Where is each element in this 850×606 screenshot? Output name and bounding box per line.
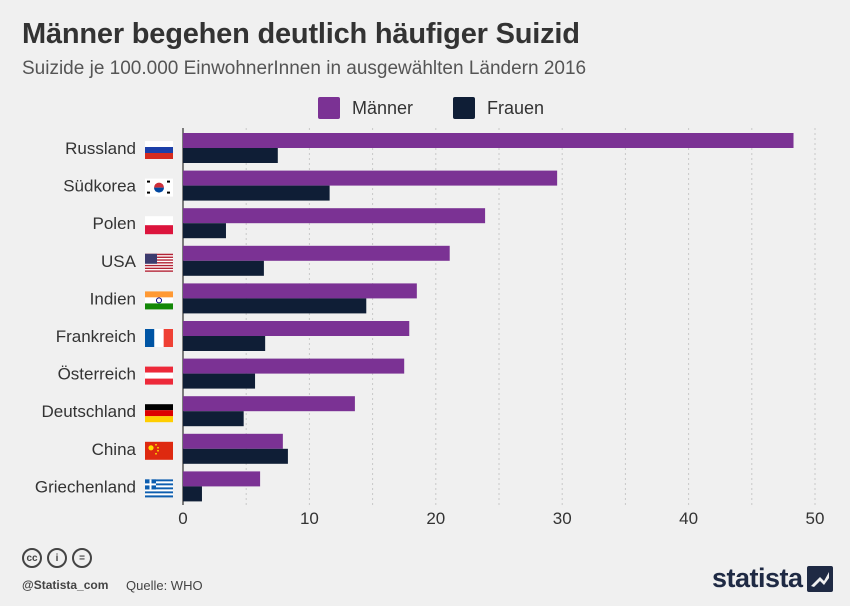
statista-mark-icon [806,565,833,592]
bar-frauen[interactable] [183,148,278,163]
category-label: Frankreich [56,327,136,346]
bar-maenner[interactable] [183,133,794,148]
bar-maenner[interactable] [183,433,283,449]
x-tick-label: 0 [178,509,187,528]
category-label: Polen [93,214,136,233]
statista-logo[interactable]: statista [712,563,833,594]
brand-text: statista [712,563,803,593]
category-label: Indien [90,289,136,308]
bar-maenner[interactable] [183,471,261,487]
flag-china-icon [145,441,173,460]
bar-frauen[interactable] [183,411,244,427]
legend-swatch-maenner [318,97,340,119]
bar-frauen[interactable] [183,298,367,314]
category-label: Österreich [58,365,136,384]
bar-frauen[interactable] [183,260,264,276]
chart-subtitle: Suizide je 100.000 EinwohnerInnen in aus… [22,58,587,79]
by-icon: i [47,548,67,568]
license-icons: cc i = [22,548,97,568]
category-label: USA [101,252,137,271]
x-tick-label: 40 [679,509,698,528]
category-label: Südkorea [63,177,136,196]
bar-frauen[interactable] [183,223,226,239]
cc-icon: cc [22,548,42,568]
legend-swatch-frauen [453,97,476,119]
x-tick-label: 10 [300,509,319,528]
flag-france-icon [145,329,173,347]
legend-item-maenner: Männer [318,97,413,119]
bar-maenner[interactable] [183,170,558,186]
x-tick-label: 30 [553,509,572,528]
x-tick-label: 20 [426,509,445,528]
bar-maenner[interactable] [183,358,405,374]
flag-india-icon [145,291,173,310]
legend-label-maenner: Männer [352,97,414,118]
x-tick-label: 50 [806,509,825,528]
bar-maenner[interactable] [183,245,450,261]
bar-maenner[interactable] [183,208,486,224]
legend: Männer Frauen [318,96,584,120]
flag-russia-icon [145,141,173,159]
bar-frauen[interactable] [183,486,202,502]
bar-maenner[interactable] [183,396,355,412]
bar-maenner[interactable] [183,321,410,336]
legend-label-frauen: Frauen [487,97,545,118]
category-label: China [92,440,137,459]
category-label: Deutschland [41,402,136,421]
statista-handle[interactable]: @Statista_com [22,578,109,592]
category-label: Griechenland [35,477,136,496]
bar-frauen[interactable] [183,448,288,464]
flag-greece-icon [145,479,173,498]
flag-austria-icon [145,366,173,385]
flag-usa-icon [145,253,173,272]
bar-frauen[interactable] [183,185,330,201]
flag-poland-icon [145,216,173,235]
chart-title: Männer begehen deutlich häufiger Suizid [22,18,580,50]
flag-south-korea-icon [145,178,173,197]
legend-item-frauen: Frauen [453,97,544,119]
flag-germany-icon [145,404,173,423]
bar-chart: 0 10 20 30 40 50 Russland Südkorea Polen USA Indie… [35,128,825,528]
bar-maenner[interactable] [183,283,417,299]
source-text: Quelle: WHO [126,578,203,593]
bar-frauen[interactable] [183,336,266,351]
category-label: Russland [65,139,136,158]
nd-icon: = [72,548,92,568]
bar-frauen[interactable] [183,373,256,389]
